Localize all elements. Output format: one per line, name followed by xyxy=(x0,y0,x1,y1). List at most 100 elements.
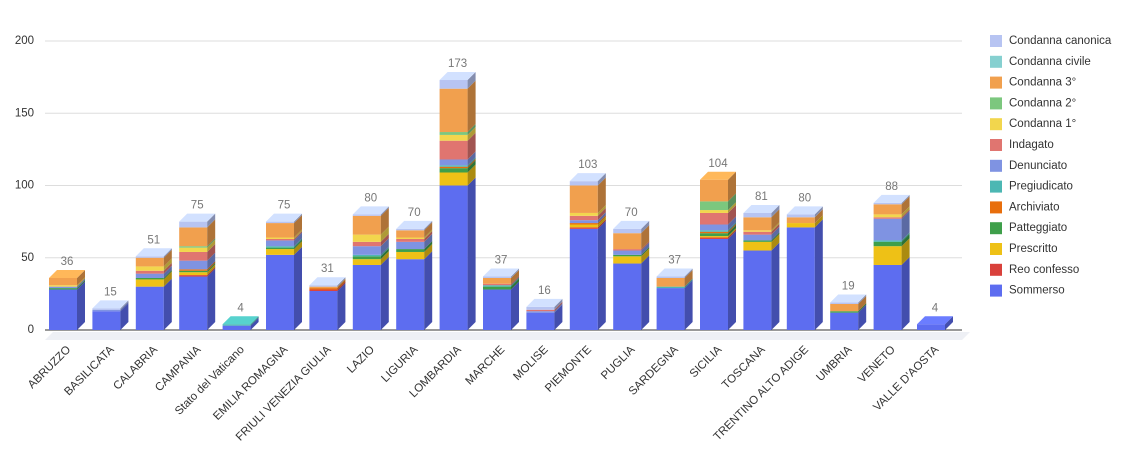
bar-segment xyxy=(743,231,772,235)
bar-side xyxy=(424,241,433,252)
bar-side xyxy=(163,258,172,271)
legend-label: Condanna civile xyxy=(1009,56,1091,68)
bar-segment xyxy=(656,276,685,278)
bar-top xyxy=(743,204,780,213)
bar-segment xyxy=(873,217,902,219)
y-tick-label: 50 xyxy=(21,252,34,264)
bar-segment xyxy=(135,277,164,280)
bar-segment xyxy=(135,266,164,271)
bar-side xyxy=(641,241,650,251)
bar-side xyxy=(597,215,606,225)
bar-side xyxy=(380,246,389,257)
legend-swatch xyxy=(990,118,1002,131)
bar-side xyxy=(858,303,867,313)
bar-side xyxy=(467,72,476,89)
bar-side xyxy=(380,233,389,247)
total-label: 15 xyxy=(104,286,117,298)
bar-segment xyxy=(179,269,208,271)
bar-side xyxy=(77,281,85,330)
total-label: 173 xyxy=(448,58,467,70)
total-label: 70 xyxy=(625,207,638,219)
bar-side xyxy=(901,233,910,247)
bar-segment xyxy=(700,231,728,234)
bar-side xyxy=(684,268,693,278)
x-tick-label: TOSCANA xyxy=(720,344,768,392)
bar-segment xyxy=(135,273,164,278)
bar-side xyxy=(120,300,129,310)
bar-segment xyxy=(483,276,511,278)
bar-side xyxy=(728,171,736,202)
bar-side xyxy=(467,177,476,330)
bar-segment xyxy=(613,249,642,251)
legend-swatch xyxy=(990,284,1002,297)
bar-segment xyxy=(873,246,902,265)
legend-label: Condanna 3° xyxy=(1009,77,1076,89)
bar-segment xyxy=(92,309,121,312)
x-tick-label: SICILIA xyxy=(688,344,725,381)
bar-side xyxy=(424,230,433,242)
bar-segment xyxy=(700,210,728,213)
bar-segment xyxy=(743,217,772,231)
bar-segment xyxy=(92,308,121,310)
legend-label: Denunciato xyxy=(1009,160,1067,172)
x-tick-label: MARCHE xyxy=(464,344,508,388)
bar-segment xyxy=(613,228,642,234)
stacked-bar xyxy=(526,298,563,330)
bar-segment xyxy=(352,254,381,257)
legend-label: Patteggiato xyxy=(1009,222,1067,234)
bar-segment xyxy=(396,259,425,330)
bar-top xyxy=(135,248,172,257)
total-label: 70 xyxy=(408,207,421,219)
legend-label: Archiviato xyxy=(1009,201,1060,213)
bar-segment xyxy=(483,285,511,287)
bar-segment xyxy=(743,234,772,241)
total-label: 75 xyxy=(278,200,291,212)
bar-side xyxy=(294,239,302,250)
total-label: 36 xyxy=(61,256,74,268)
bar-segment xyxy=(49,277,77,286)
bar-segment xyxy=(352,241,381,247)
bar-side xyxy=(163,265,172,278)
bar-side xyxy=(511,281,519,330)
bar-top xyxy=(222,316,259,325)
bar-side xyxy=(641,248,650,264)
bar-top xyxy=(656,268,693,277)
bar-side xyxy=(684,278,693,289)
bar-side xyxy=(207,213,216,228)
bar-segment xyxy=(700,212,728,225)
bar-segment xyxy=(179,247,208,252)
bar-side xyxy=(163,278,172,330)
bar-segment xyxy=(439,166,468,169)
legend-swatch xyxy=(990,201,1002,214)
x-tick-label: ABRUZZO xyxy=(26,344,73,391)
bar-segment xyxy=(830,302,859,304)
bar-segment xyxy=(700,224,728,231)
total-label: 103 xyxy=(578,159,597,171)
bar-segment xyxy=(613,254,642,257)
bar-segment xyxy=(135,279,164,287)
bar-side xyxy=(511,269,519,284)
total-label: 51 xyxy=(147,234,160,246)
bar-top xyxy=(396,220,433,229)
x-tick-label: MOLISE xyxy=(511,344,550,383)
legend-swatch xyxy=(990,180,1002,193)
legend-label: Reo confesso xyxy=(1009,264,1079,276)
bar-segment xyxy=(266,223,294,238)
bar-side xyxy=(597,220,606,330)
bar-segment xyxy=(830,303,859,312)
bar-segment xyxy=(786,227,815,330)
floor xyxy=(45,332,970,340)
bar-segment xyxy=(179,251,208,261)
total-label: 80 xyxy=(364,192,377,204)
y-tick-label: 200 xyxy=(15,35,34,47)
bar-side xyxy=(207,252,216,270)
bar-segment xyxy=(352,256,381,260)
bar-side xyxy=(380,206,389,216)
x-tick-label: LIGURIA xyxy=(379,344,420,385)
bar-side xyxy=(641,255,650,330)
stacked-bar xyxy=(49,269,85,330)
bar-segment xyxy=(569,223,598,225)
bar-side xyxy=(597,212,606,224)
bar-side xyxy=(467,157,476,167)
